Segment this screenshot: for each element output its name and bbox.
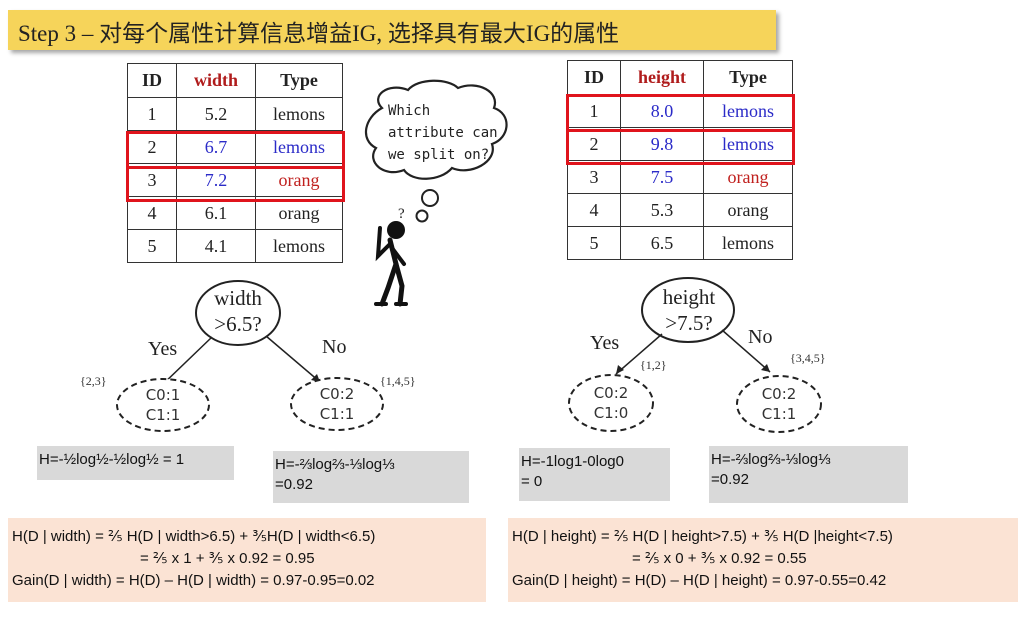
height-root-node — [641, 277, 735, 343]
width-left-leaf — [116, 378, 210, 432]
height-right-leaf — [736, 375, 822, 433]
table-row: 3 7.2 orang — [127, 163, 343, 197]
right-set-label: {3,4,5} — [790, 351, 826, 365]
class-count: C0:2 — [319, 385, 355, 403]
cell-type: orang — [703, 193, 793, 227]
table-row: 5 4.1 lemons — [127, 229, 343, 263]
width-left-leaf-counts: C0:1 C1:1 — [123, 385, 203, 425]
class-count: C0:2 — [761, 385, 797, 403]
gain-line: = ⅖ x 0 + ⅗ x 0.92 = 0.55 — [632, 550, 807, 567]
entropy-line: H=-½log½-½log½ = 1 — [39, 451, 185, 468]
height-root-label: height >7.5? — [644, 284, 734, 336]
no-edge — [721, 329, 771, 373]
thought-bubble-text: Which attribute can we split on? — [388, 100, 498, 166]
width-root-label: width >6.5? — [196, 285, 280, 337]
yes-label: Yes — [148, 338, 178, 360]
no-edge — [265, 335, 321, 383]
height-left-entropy: H=-1log1-0log0 = 0 — [519, 448, 670, 501]
class-count: C1:1 — [761, 405, 797, 423]
class-count: C0:1 — [145, 386, 181, 404]
gain-line: = ⅖ x 1 + ⅗ x 0.92 = 0.95 — [140, 550, 315, 567]
highlight-divider — [566, 129, 795, 132]
gain-line: Gain(D | height) = H(D) – H(D | height) … — [512, 572, 887, 589]
right-set-label: {1,4,5} — [380, 374, 416, 388]
cell-type: lemons — [255, 130, 343, 164]
cell-value: 7.5 — [620, 160, 704, 194]
entropy-line: H=-1log1-0log0 — [521, 453, 624, 470]
table-row: 1 5.2 lemons — [127, 97, 343, 131]
width-right-leaf — [290, 377, 384, 431]
root-attr: width — [214, 286, 262, 310]
page-title: Step 3 – 对每个属性计算信息增益IG, 选择具有最大IG的属性 — [18, 21, 620, 46]
width-right-entropy: H=-⅔log⅔-⅓log⅓ =0.92 — [273, 451, 469, 503]
entropy-line: =0.92 — [711, 471, 749, 488]
col-header-type: Type — [255, 63, 343, 98]
left-set-label: {1,2} — [640, 358, 667, 372]
cell-type: lemons — [255, 229, 343, 263]
table-row: 2 9.8 lemons — [567, 127, 793, 161]
col-header-type: Type — [703, 60, 793, 95]
class-count: C1:1 — [319, 405, 355, 423]
height-gain-box: H(D | height) = ⅖ H(D | height>7.5) + ⅗ … — [508, 518, 1018, 602]
entropy-line: H=-⅔log⅔-⅓log⅓ — [275, 456, 395, 473]
title-banner — [8, 10, 776, 50]
col-header-id: ID — [127, 63, 177, 98]
thinking-figure-illustration — [365, 79, 508, 307]
cell-id: 1 — [567, 94, 621, 128]
thought-line: we split on? — [388, 147, 490, 163]
cell-type: orang — [703, 160, 793, 194]
root-test: >6.5? — [214, 312, 262, 336]
width-gain-box: H(D | width) = ⅖ H(D | width>6.5) + ⅗H(D… — [8, 518, 486, 602]
yes-edge — [615, 333, 663, 375]
width-table: ID width Type 1 5.2 lemons 2 6.7 lemons … — [127, 63, 343, 263]
class-count: C1:0 — [593, 404, 629, 422]
entropy-line: = 0 — [521, 473, 543, 490]
cell-value: 6.5 — [620, 226, 704, 260]
width-left-entropy: H=-½log½-½log½ = 1 — [37, 446, 234, 480]
no-label: No — [322, 336, 347, 358]
cell-value: 4.1 — [176, 229, 256, 263]
cell-value: 9.8 — [620, 127, 704, 161]
table-row: 3 7.5 orang — [567, 160, 793, 194]
gain-line: H(D | width) = ⅖ H(D | width>6.5) + ⅗H(D… — [12, 528, 376, 545]
class-count: C1:1 — [145, 406, 181, 424]
height-left-leaf — [568, 374, 654, 432]
highlight-divider — [126, 166, 345, 169]
thought-line: attribute can — [388, 125, 498, 141]
cell-type: lemons — [703, 226, 793, 260]
gain-line: Gain(D | width) = H(D) – H(D | width) = … — [12, 572, 375, 589]
entropy-line: H=-⅔log⅔-⅓log⅓ — [711, 451, 831, 468]
yes-edge — [159, 336, 213, 388]
height-right-entropy: H=-⅔log⅔-⅓log⅓ =0.92 — [709, 446, 908, 503]
entropy-line: =0.92 — [275, 476, 313, 493]
table-row: 5 6.5 lemons — [567, 226, 793, 260]
height-left-leaf-counts: C0:2 C1:0 — [571, 383, 651, 423]
height-right-leaf-counts: C0:2 C1:1 — [739, 384, 819, 424]
class-count: C0:2 — [593, 384, 629, 402]
cell-id: 2 — [567, 127, 621, 161]
cell-id: 5 — [567, 226, 621, 260]
gain-line: H(D | height) = ⅖ H(D | height>7.5) + ⅗ … — [512, 528, 893, 545]
thought-line: Which — [388, 103, 431, 119]
cell-type: lemons — [255, 97, 343, 131]
width-right-leaf-counts: C0:2 C1:1 — [297, 384, 377, 424]
cell-id: 5 — [127, 229, 177, 263]
yes-label: Yes — [590, 332, 620, 354]
root-attr: height — [662, 285, 716, 309]
no-label: No — [748, 326, 773, 348]
cell-value: 5.2 — [176, 97, 256, 131]
cell-type: lemons — [703, 127, 793, 161]
width-root-node — [195, 280, 281, 346]
question-mark: ? — [398, 206, 405, 222]
cell-value: 5.3 — [620, 193, 704, 227]
root-test: >7.5? — [665, 311, 713, 335]
left-set-label: {2,3} — [80, 374, 107, 388]
table-row: 2 6.7 lemons — [127, 130, 343, 164]
